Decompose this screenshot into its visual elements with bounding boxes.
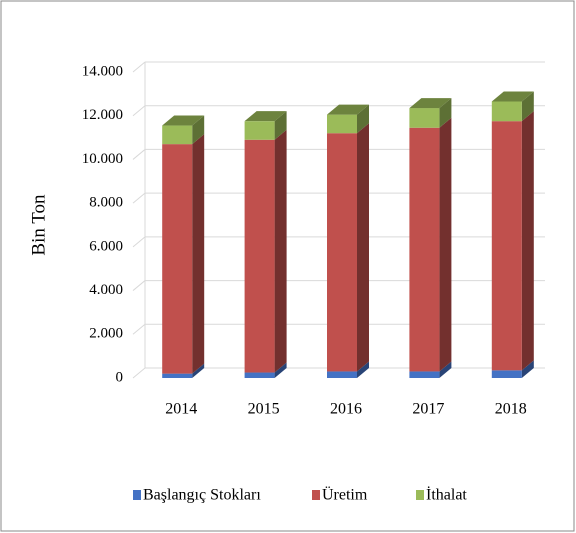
legend-swatch — [312, 490, 320, 500]
bar-side — [521, 360, 534, 378]
bar — [327, 114, 357, 134]
grid-line-depth — [132, 236, 146, 248]
bar-top — [244, 111, 287, 122]
bar-side — [439, 98, 452, 128]
bar — [244, 139, 275, 373]
bar-side — [521, 111, 534, 371]
bar — [244, 121, 275, 140]
bar — [244, 372, 275, 378]
bar-side — [192, 134, 205, 374]
y-tick-label: 2.000 — [89, 326, 123, 342]
bar — [491, 101, 522, 122]
grid-line-depth — [132, 105, 146, 117]
y-tick-label: 6.000 — [89, 238, 123, 254]
bar-top — [409, 98, 452, 109]
y-tick-label: 8.000 — [89, 195, 123, 211]
y-tick-label: 10.000 — [82, 151, 123, 167]
bar — [327, 133, 357, 372]
bar — [162, 373, 193, 378]
bar-side — [357, 361, 369, 378]
y-tick-label: 12.000 — [82, 107, 123, 123]
bar-side — [192, 115, 205, 145]
legend-swatch — [133, 490, 141, 500]
bar — [409, 371, 440, 378]
bar — [162, 144, 193, 374]
bar-top — [162, 115, 205, 126]
x-tick-label: 2018 — [495, 401, 527, 418]
y-tick-label: 4.000 — [89, 282, 123, 298]
y-tick-label: 0 — [116, 369, 124, 385]
legend-label: Başlangıç Stokları — [143, 487, 261, 504]
bar-side — [274, 362, 287, 378]
bar-top — [491, 91, 534, 102]
bar — [162, 125, 193, 145]
bar — [491, 121, 522, 371]
bar — [409, 108, 440, 128]
bar — [327, 371, 357, 378]
bar-side — [192, 363, 205, 378]
grid-line-depth — [132, 367, 146, 379]
y-tick-label: 14.000 — [82, 63, 123, 79]
bar — [491, 370, 522, 378]
x-tick-label: 2014 — [165, 401, 197, 418]
grid-line-depth — [132, 192, 146, 204]
grid-line-depth — [132, 61, 146, 73]
y-axis-label: Bin Ton — [28, 194, 49, 256]
bar-side — [439, 117, 452, 372]
legend-label: İthalat — [426, 486, 467, 504]
grid-line-depth — [132, 280, 146, 291]
x-tick-label: 2016 — [330, 401, 362, 418]
bar-side — [439, 361, 452, 378]
legend-label: Üretim — [322, 486, 368, 504]
grid-line-depth — [132, 149, 146, 160]
bar — [409, 127, 440, 372]
grid-line-depth — [132, 323, 146, 335]
bar-top — [327, 104, 369, 115]
bar-side — [357, 123, 369, 372]
legend-swatch — [416, 490, 424, 500]
bar-side — [274, 111, 287, 140]
x-tick-label: 2015 — [248, 401, 280, 418]
x-tick-label: 2017 — [412, 401, 444, 418]
bar-side — [357, 104, 369, 134]
bar-side — [274, 129, 287, 373]
bar-side — [521, 91, 534, 122]
